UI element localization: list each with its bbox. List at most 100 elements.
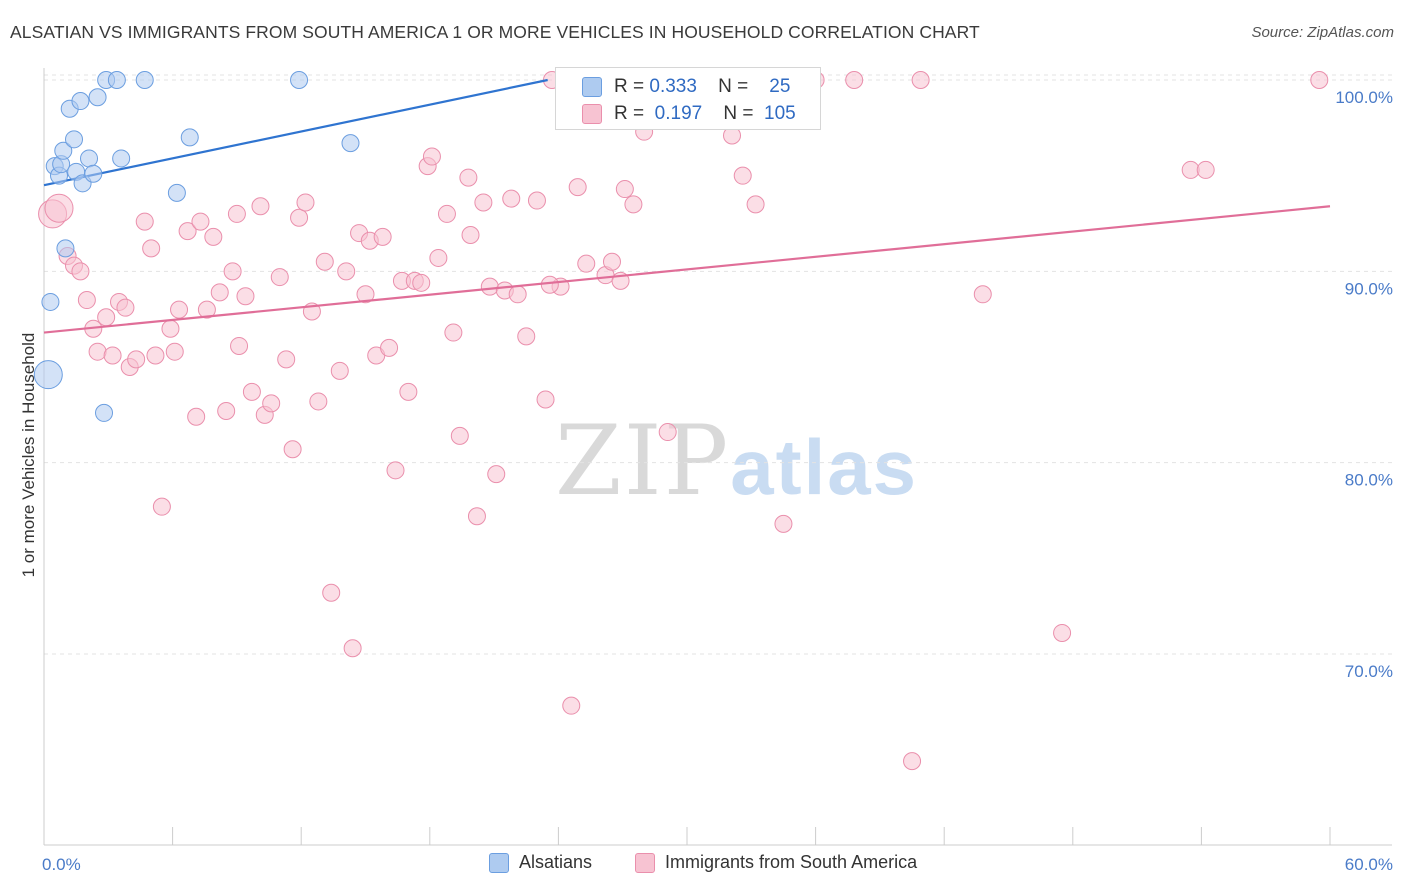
point-immigrants-22 <box>191 212 210 231</box>
point-alsatians-0 <box>33 360 63 390</box>
trend-lines <box>43 78 1331 334</box>
point-immigrants-23 <box>197 300 216 319</box>
point-immigrants-91 <box>774 514 793 533</box>
y-tick-label-70: 70.0% <box>1345 662 1393 681</box>
point-immigrants-9 <box>103 346 122 365</box>
n-value-alsatians: 25 <box>769 76 791 97</box>
point-immigrants-99 <box>1196 160 1215 179</box>
point-immigrants-15 <box>146 346 165 365</box>
point-immigrants-66 <box>480 277 499 296</box>
point-alsatians-18 <box>112 149 131 168</box>
point-immigrants-42 <box>322 583 341 602</box>
points-alsatians <box>33 71 718 422</box>
point-alsatians-21 <box>180 128 199 147</box>
point-immigrants-17 <box>161 319 180 338</box>
watermark-zip: ZIP <box>555 405 731 517</box>
trend-line-alsatians <box>43 78 548 187</box>
watermark-atlas: atlas <box>730 423 919 511</box>
point-immigrants-84 <box>624 195 643 214</box>
point-immigrants-62 <box>450 426 469 445</box>
point-immigrants-101 <box>142 239 161 258</box>
y-tick-label-90: 90.0% <box>1345 279 1393 298</box>
point-immigrants-50 <box>373 227 392 246</box>
point-alsatians-15 <box>95 403 114 422</box>
trend-line-immigrants <box>43 205 1331 334</box>
legend-item-immigrants[interactable]: Immigrants from South America <box>635 852 917 873</box>
n-label: N = <box>718 76 749 97</box>
point-immigrants-98 <box>1181 160 1200 179</box>
point-immigrants-72 <box>527 191 546 210</box>
legend-item-alsatians[interactable]: Alsatians <box>489 852 592 873</box>
r-label: R = <box>614 103 645 124</box>
r-label: R = <box>614 76 645 97</box>
point-immigrants-58 <box>422 147 441 166</box>
point-immigrants-102 <box>227 204 246 223</box>
point-immigrants-100 <box>1310 71 1329 89</box>
point-immigrants-81 <box>602 252 621 271</box>
point-immigrants-19 <box>170 300 189 319</box>
point-alsatians-17 <box>107 71 126 89</box>
point-immigrants-11 <box>116 298 135 317</box>
point-immigrants-86 <box>658 423 677 442</box>
point-alsatians-12 <box>80 149 99 168</box>
point-alsatians-20 <box>167 183 186 202</box>
point-immigrants-44 <box>337 262 356 281</box>
point-immigrants-8 <box>97 308 116 327</box>
point-immigrants-70 <box>508 285 527 304</box>
stats-swatch-alsatians <box>582 77 602 97</box>
point-immigrants-40 <box>309 392 328 411</box>
point-immigrants-13 <box>127 350 146 369</box>
point-immigrants-7 <box>88 342 107 361</box>
point-immigrants-51 <box>380 338 399 357</box>
point-immigrants-18 <box>165 342 184 361</box>
point-alsatians-5 <box>54 141 73 160</box>
source-label: Source: ZipAtlas.com <box>1251 24 1394 41</box>
point-alsatians-22 <box>290 71 309 89</box>
point-alsatians-23 <box>341 134 360 153</box>
point-immigrants-35 <box>277 350 296 369</box>
point-immigrants-27 <box>223 262 242 281</box>
point-immigrants-60 <box>437 204 456 223</box>
point-immigrants-97 <box>1053 623 1072 642</box>
point-immigrants-36 <box>283 440 302 459</box>
point-immigrants-78 <box>577 254 596 273</box>
stats-text-immigrants: R = 0.197 N = 105 <box>614 103 796 125</box>
point-alsatians-8 <box>65 130 84 149</box>
y-axis-title: 1 or more Vehicles in Household <box>19 333 38 578</box>
point-immigrants-77 <box>568 178 587 197</box>
r-value-immigrants: 0.197 <box>654 103 703 124</box>
point-immigrants-64 <box>467 507 486 526</box>
point-immigrants-33 <box>262 394 281 413</box>
point-alsatians-10 <box>71 92 90 111</box>
point-immigrants-20 <box>178 222 197 241</box>
n-value-immigrants: 105 <box>764 103 796 124</box>
point-immigrants-67 <box>487 465 506 484</box>
x-tick-label-min: 0.0% <box>42 855 81 874</box>
point-immigrants-41 <box>315 252 334 271</box>
point-immigrants-37 <box>290 208 309 227</box>
point-immigrants-104 <box>540 275 559 294</box>
r-value-alsatians: 0.333 <box>649 76 697 97</box>
point-immigrants-95 <box>911 71 930 89</box>
point-immigrants-29 <box>236 287 255 306</box>
stats-legend: R = 0.333 N = 25 R = 0.197 N = 105 <box>555 67 821 130</box>
point-immigrants-43 <box>330 361 349 380</box>
point-immigrants-56 <box>412 273 431 292</box>
y-tick-label-100: 100.0% <box>1335 88 1393 107</box>
point-immigrants-21 <box>187 407 206 426</box>
point-immigrants-25 <box>210 283 229 302</box>
point-immigrants-26 <box>217 402 236 421</box>
point-alsatians-14 <box>88 88 107 107</box>
point-immigrants-90 <box>746 195 765 214</box>
point-immigrants-83 <box>615 180 634 199</box>
stats-swatch-immigrants <box>582 104 602 124</box>
point-immigrants-76 <box>562 696 581 715</box>
point-immigrants-14 <box>135 212 154 231</box>
point-immigrants-31 <box>251 197 270 216</box>
bottom-legend: Alsatians Immigrants from South America <box>0 852 1406 878</box>
legend-label-immigrants: Immigrants from South America <box>665 852 918 872</box>
y-tick-label-80: 80.0% <box>1345 471 1393 490</box>
point-immigrants-28 <box>230 336 249 355</box>
point-immigrants-94 <box>903 752 922 771</box>
